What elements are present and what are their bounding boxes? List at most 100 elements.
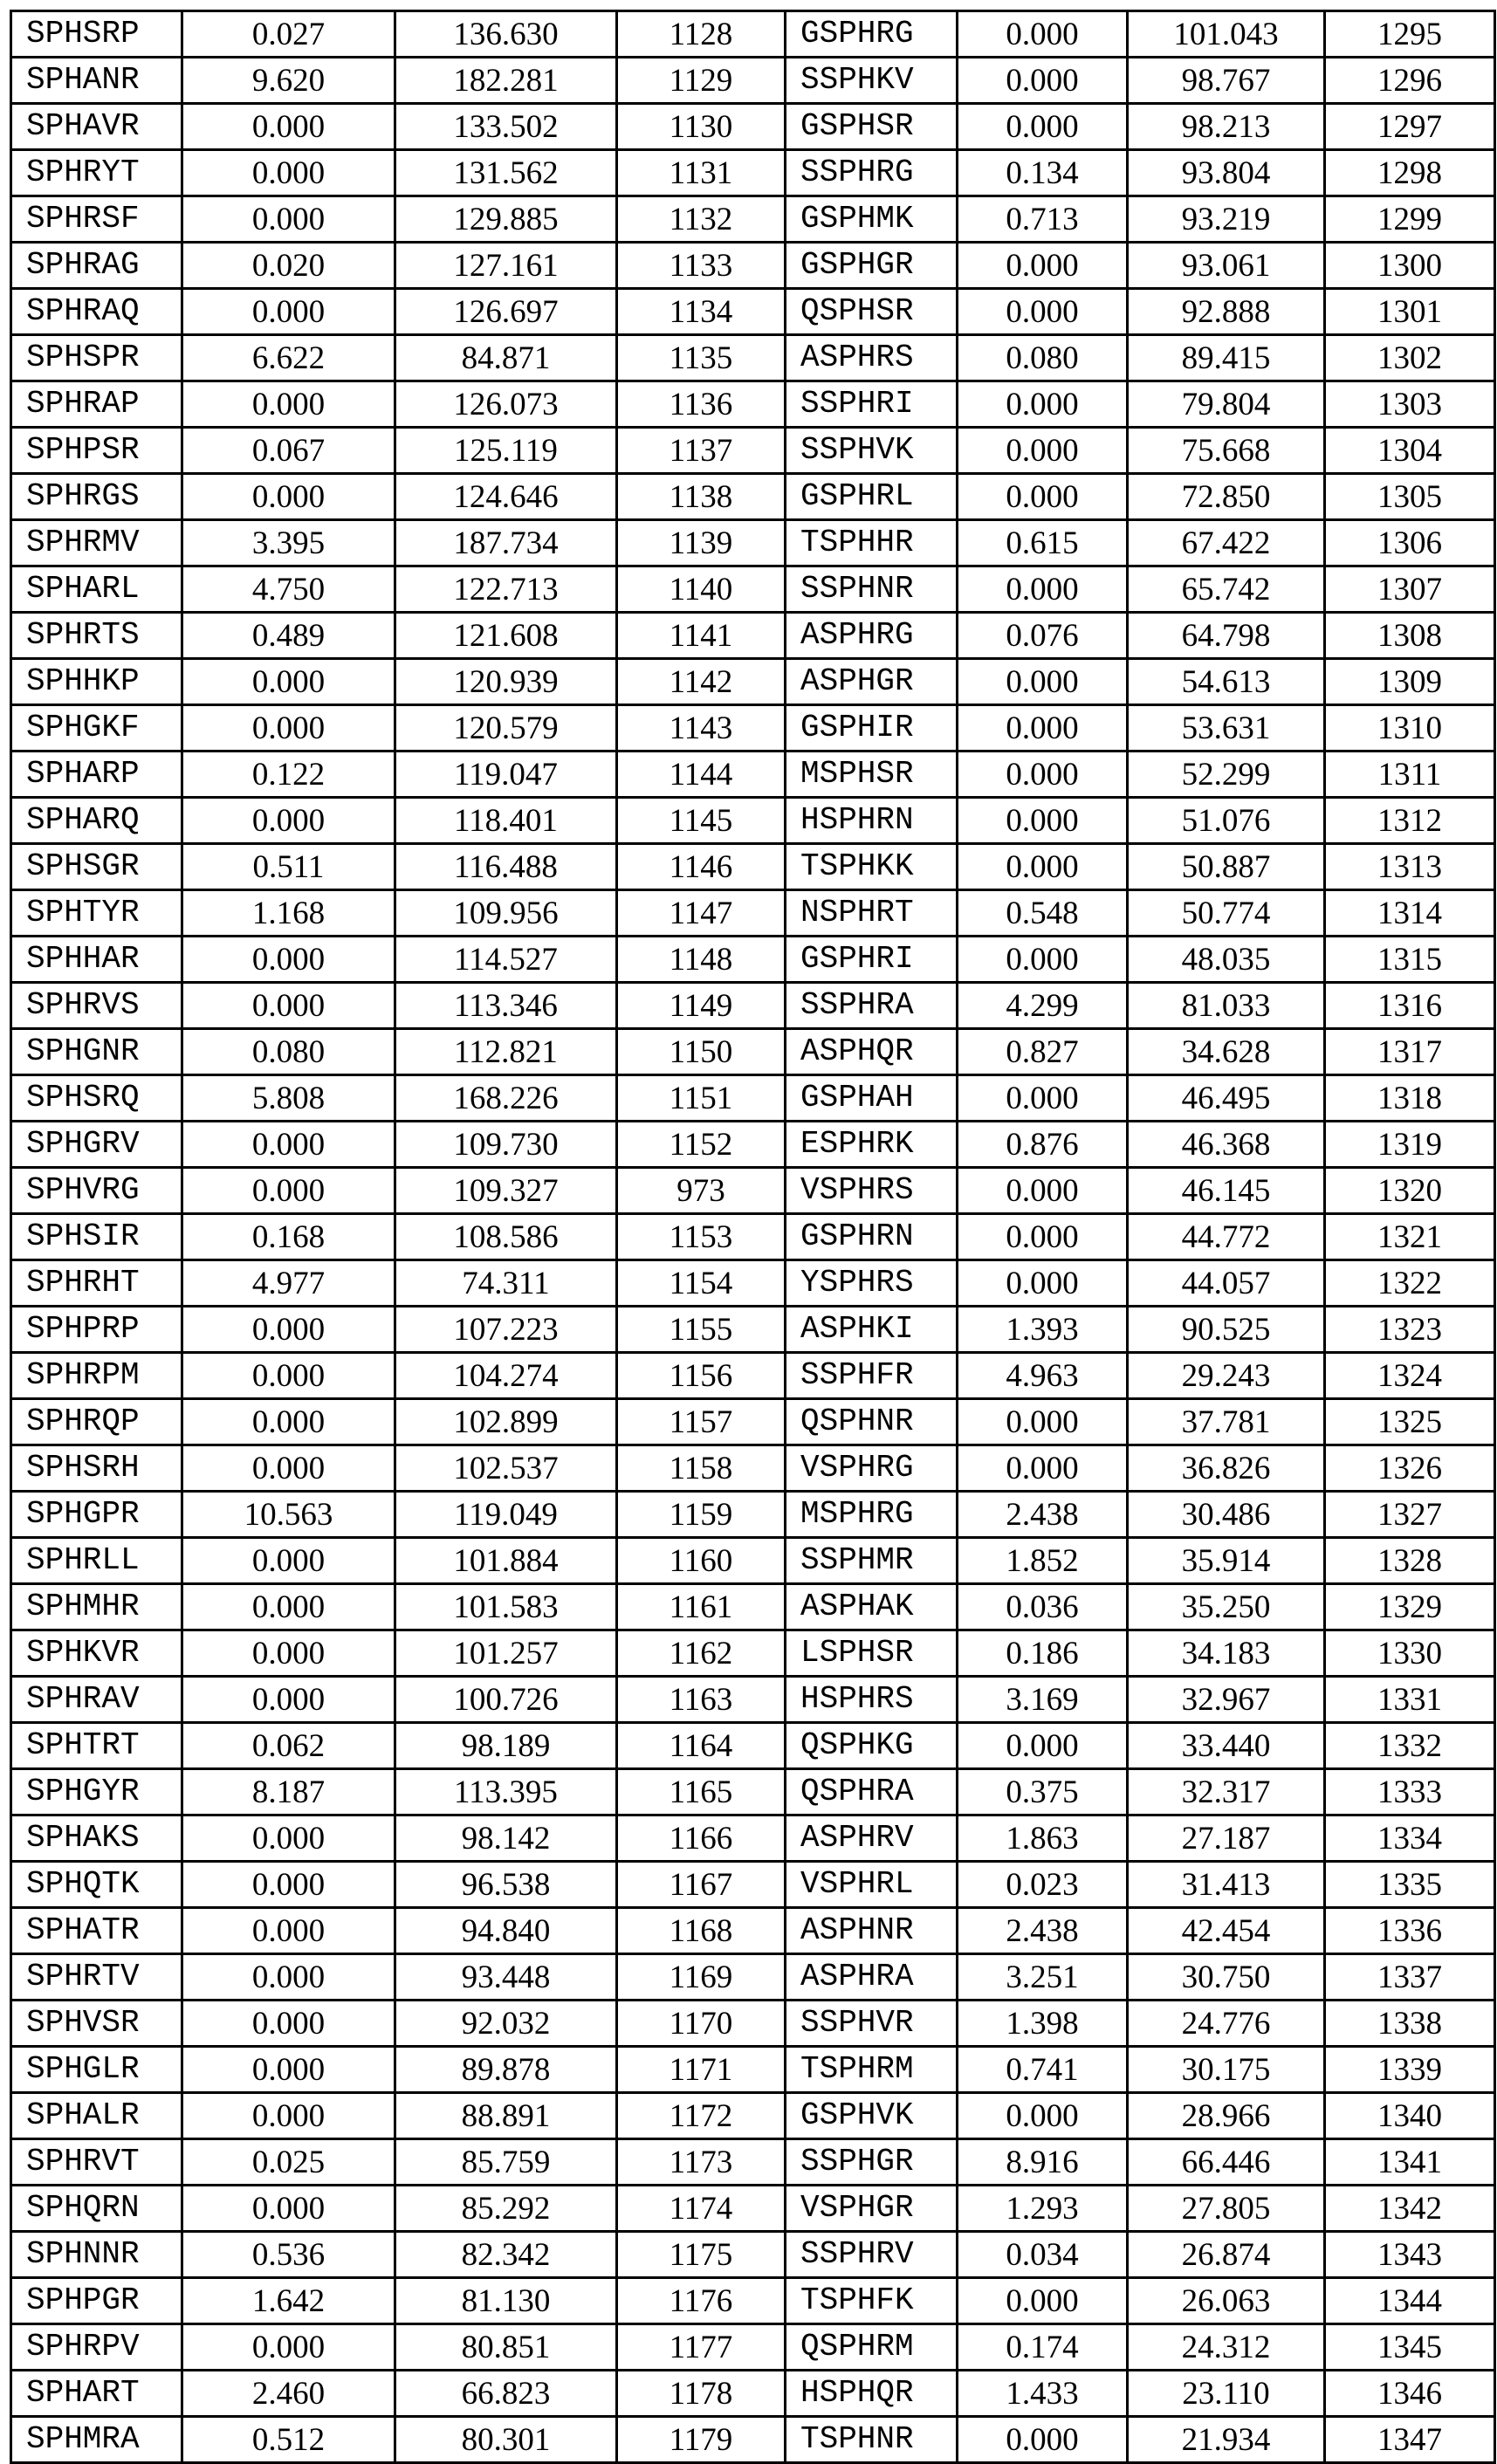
- sequence-cell: VSPHGR: [786, 2186, 958, 2232]
- value-b-cell: 72.850: [1128, 474, 1325, 520]
- value-b-cell: 37.781: [1128, 1399, 1325, 1445]
- id-cell: 1334: [1325, 1815, 1495, 1862]
- sequence-cell: SPHSIR: [11, 1214, 182, 1260]
- table-row: SPHSRH0.000102.5371158VSPHRG0.00036.8261…: [11, 1445, 1495, 1492]
- value-a-cell: 0.000: [958, 1723, 1128, 1769]
- value-a-cell: 1.398: [958, 2001, 1128, 2047]
- sequence-cell: SPHRVS: [11, 983, 182, 1029]
- table-row: SPHAKS0.00098.1421166ASPHRV1.86327.18713…: [11, 1815, 1495, 1862]
- table-row: SPHMRA0.51280.3011179TSPHNR0.00021.93413…: [11, 2417, 1495, 2463]
- id-cell: 1304: [1325, 428, 1495, 474]
- id-cell: 1333: [1325, 1769, 1495, 1815]
- id-cell: 1296: [1325, 58, 1495, 104]
- value-b-cell: 27.805: [1128, 2186, 1325, 2232]
- id-cell: 1157: [617, 1399, 786, 1445]
- value-a-cell: 8.187: [182, 1769, 395, 1815]
- value-b-cell: 133.502: [395, 104, 617, 150]
- sequence-cell: QSPHNR: [786, 1399, 958, 1445]
- value-b-cell: 51.076: [1128, 798, 1325, 844]
- value-a-cell: 0.000: [958, 289, 1128, 335]
- id-cell: 1307: [1325, 566, 1495, 613]
- value-b-cell: 31.413: [1128, 1862, 1325, 1908]
- id-cell: 1167: [617, 1862, 786, 1908]
- value-b-cell: 136.630: [395, 11, 617, 58]
- sequence-cell: QSPHRM: [786, 2324, 958, 2371]
- value-a-cell: 0.036: [958, 1584, 1128, 1630]
- table-row: SPHGPR10.563119.0491159MSPHRG2.43830.486…: [11, 1492, 1495, 1538]
- value-b-cell: 89.415: [1128, 335, 1325, 381]
- value-b-cell: 85.759: [395, 2139, 617, 2186]
- value-a-cell: 0.000: [182, 1122, 395, 1168]
- table-row: SPHRQP0.000102.8991157QSPHNR0.00037.7811…: [11, 1399, 1495, 1445]
- value-a-cell: 0.000: [182, 150, 395, 196]
- value-a-cell: 0.000: [182, 1353, 395, 1399]
- sequence-cell: HSPHQR: [786, 2371, 958, 2417]
- sequence-cell: ASPHRV: [786, 1815, 958, 1862]
- sequence-cell: SPHPSR: [11, 428, 182, 474]
- table-row: SPHRAP0.000126.0731136SSPHRI0.00079.8041…: [11, 381, 1495, 428]
- value-b-cell: 26.874: [1128, 2232, 1325, 2278]
- id-cell: 1322: [1325, 1260, 1495, 1307]
- value-b-cell: 23.110: [1128, 2371, 1325, 2417]
- table-row: SPHTYR1.168109.9561147NSPHRT0.54850.7741…: [11, 890, 1495, 937]
- table-row: SPHRPM0.000104.2741156SSPHFR4.96329.2431…: [11, 1353, 1495, 1399]
- value-b-cell: 107.223: [395, 1307, 617, 1353]
- sequence-cell: SPHRAP: [11, 381, 182, 428]
- sequence-cell: HSPHRS: [786, 1677, 958, 1723]
- sequence-cell: GSPHIR: [786, 705, 958, 752]
- value-b-cell: 29.243: [1128, 1353, 1325, 1399]
- value-a-cell: 0.000: [958, 243, 1128, 289]
- sequence-cell: ASPHNR: [786, 1908, 958, 1954]
- value-b-cell: 84.871: [395, 335, 617, 381]
- value-b-cell: 126.073: [395, 381, 617, 428]
- value-a-cell: 2.438: [958, 1492, 1128, 1538]
- sequence-cell: SPHRQP: [11, 1399, 182, 1445]
- value-a-cell: 1.168: [182, 890, 395, 937]
- id-cell: 1139: [617, 520, 786, 566]
- sequence-cell: SPHGPR: [11, 1492, 182, 1538]
- id-cell: 1169: [617, 1954, 786, 2001]
- id-cell: 1329: [1325, 1584, 1495, 1630]
- table-row: SPHHKP0.000120.9391142ASPHGR0.00054.6131…: [11, 659, 1495, 705]
- value-b-cell: 28.966: [1128, 2093, 1325, 2139]
- value-a-cell: 0.000: [958, 58, 1128, 104]
- value-a-cell: 0.034: [958, 2232, 1128, 2278]
- sequence-cell: SSPHNR: [786, 566, 958, 613]
- sequence-cell: TSPHNR: [786, 2417, 958, 2463]
- value-a-cell: 0.000: [182, 381, 395, 428]
- id-cell: 1170: [617, 2001, 786, 2047]
- value-b-cell: 113.346: [395, 983, 617, 1029]
- value-a-cell: 6.622: [182, 335, 395, 381]
- value-b-cell: 82.342: [395, 2232, 617, 2278]
- value-a-cell: 0.023: [958, 1862, 1128, 1908]
- sequence-cell: GSPHRL: [786, 474, 958, 520]
- id-cell: 973: [617, 1168, 786, 1214]
- value-a-cell: 0.025: [182, 2139, 395, 2186]
- table-row: SPHARP0.122119.0471144MSPHSR0.00052.2991…: [11, 752, 1495, 798]
- id-cell: 1318: [1325, 1075, 1495, 1122]
- value-b-cell: 30.486: [1128, 1492, 1325, 1538]
- value-b-cell: 124.646: [395, 474, 617, 520]
- value-b-cell: 79.804: [1128, 381, 1325, 428]
- id-cell: 1142: [617, 659, 786, 705]
- value-a-cell: 0.000: [958, 428, 1128, 474]
- table-row: SPHALR0.00088.8911172GSPHVK0.00028.96613…: [11, 2093, 1495, 2139]
- value-b-cell: 109.730: [395, 1122, 617, 1168]
- table-row: SPHNNR0.53682.3421175SSPHRV0.03426.87413…: [11, 2232, 1495, 2278]
- id-cell: 1332: [1325, 1723, 1495, 1769]
- sequence-cell: SPHPRP: [11, 1307, 182, 1353]
- value-a-cell: 0.000: [958, 104, 1128, 150]
- id-cell: 1343: [1325, 2232, 1495, 2278]
- value-b-cell: 21.934: [1128, 2417, 1325, 2463]
- sequence-cell: SPHMHR: [11, 1584, 182, 1630]
- sequence-cell: SPHATR: [11, 1908, 182, 1954]
- value-a-cell: 2.460: [182, 2371, 395, 2417]
- table-row: SPHART2.46066.8231178HSPHQR1.43323.11013…: [11, 2371, 1495, 2417]
- value-a-cell: 0.000: [958, 937, 1128, 983]
- value-b-cell: 113.395: [395, 1769, 617, 1815]
- id-cell: 1302: [1325, 335, 1495, 381]
- table-row: SPHRTS0.489121.6081141ASPHRG0.07664.7981…: [11, 613, 1495, 659]
- value-a-cell: 0.000: [958, 1260, 1128, 1307]
- value-a-cell: 9.620: [182, 58, 395, 104]
- table-row: SPHARL4.750122.7131140SSPHNR0.00065.7421…: [11, 566, 1495, 613]
